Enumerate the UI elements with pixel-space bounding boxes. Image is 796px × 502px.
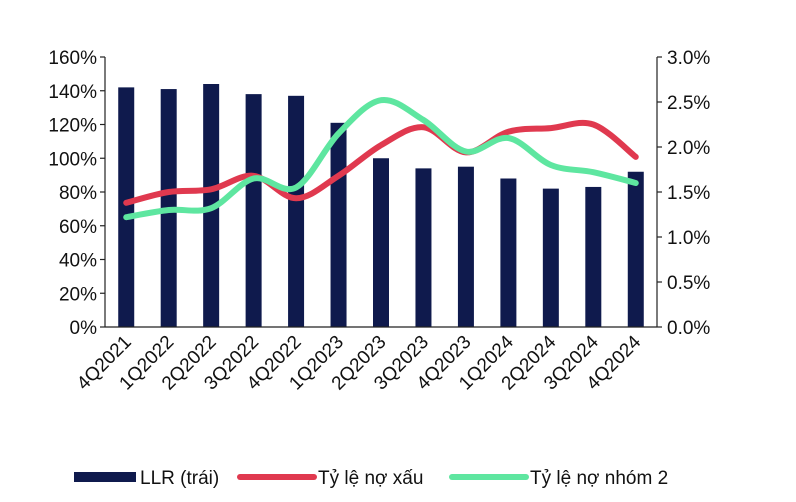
ratio-lines xyxy=(123,97,639,221)
right-y-axis: 0.0% 0.5% 1.0% 1.5% 2.0% 2.5% 3.0% xyxy=(656,48,710,339)
llr-bar xyxy=(330,122,347,327)
llr-bar xyxy=(373,158,389,327)
legend-label-group2: Tỷ lệ nợ nhóm 2 xyxy=(530,468,668,489)
right-tick-label: 2.5% xyxy=(667,93,710,114)
left-tick-label: 40% xyxy=(59,251,97,272)
llr-bar xyxy=(245,94,262,327)
x-axis: 4Q20211Q20222Q20223Q20224Q20221Q20232Q20… xyxy=(73,326,657,394)
right-tick-label: 3.0% xyxy=(667,48,710,69)
left-tick-label: 60% xyxy=(59,217,97,238)
left-tick-label: 20% xyxy=(59,284,97,305)
left-tick-label: 80% xyxy=(59,183,97,204)
llr-bars xyxy=(118,84,644,327)
right-tick-label: 0.0% xyxy=(667,318,710,339)
llr-bar xyxy=(585,186,602,327)
left-tick-label: 160% xyxy=(48,48,97,69)
left-tick-label: 100% xyxy=(48,149,97,170)
llr-bar xyxy=(118,87,135,327)
left-tick-label: 120% xyxy=(48,116,97,137)
npl-ratio-line xyxy=(123,119,639,206)
llr-bar xyxy=(457,166,474,327)
right-tick-label: 1.5% xyxy=(667,183,710,204)
llr-bar xyxy=(542,188,559,327)
right-tick-label: 1.0% xyxy=(667,228,710,249)
llr-bar xyxy=(627,171,644,327)
left-tick-label: 140% xyxy=(48,82,97,103)
llr-bar xyxy=(415,168,432,327)
legend-label-llr: LLR (trái) xyxy=(140,468,219,489)
llr-bar xyxy=(288,95,305,327)
group2-ratio-line xyxy=(123,97,639,221)
left-y-axis: 0% 20% 40% 60% 80% 100% 120% 140% 160% xyxy=(48,48,106,339)
llr-bar xyxy=(500,178,517,327)
legend-label-npl: Tỷ lệ nợ xấu xyxy=(318,468,423,489)
legend: LLR (trái) Tỷ lệ nợ xấu Tỷ lệ nợ nhóm 2 xyxy=(74,468,668,489)
right-tick-label: 2.0% xyxy=(667,138,710,159)
left-tick-label: 0% xyxy=(70,318,98,339)
legend-swatch-llr xyxy=(74,472,136,482)
right-tick-label: 0.5% xyxy=(667,273,710,294)
